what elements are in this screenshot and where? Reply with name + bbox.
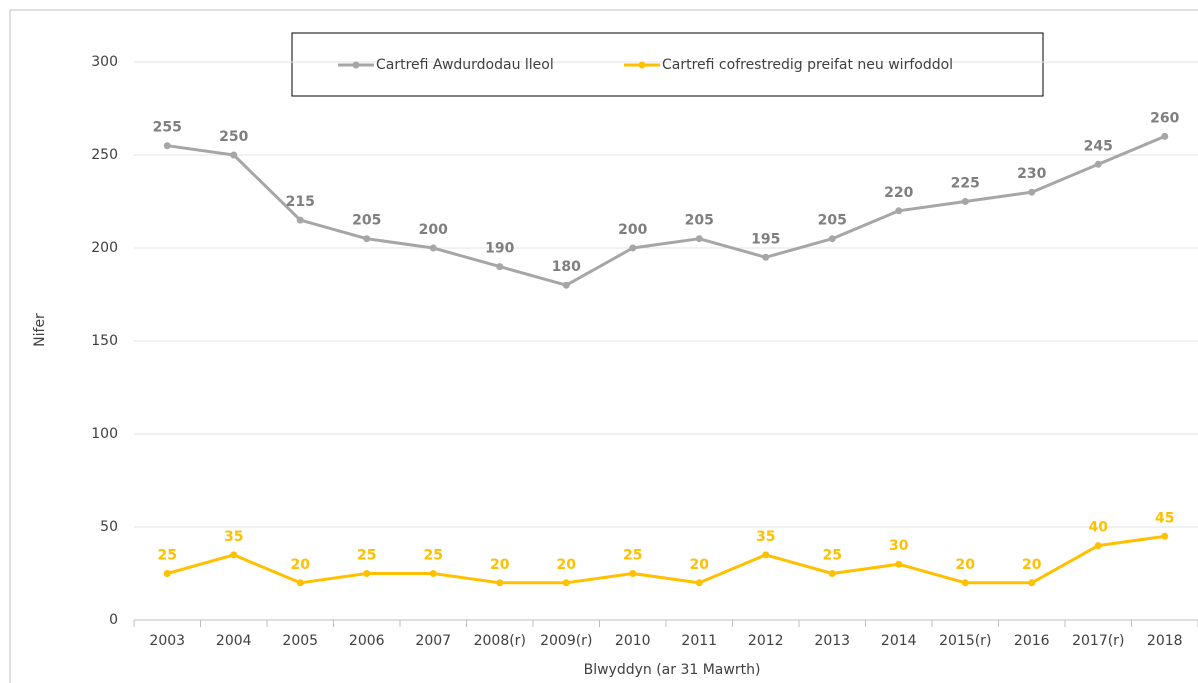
data-label: 195 [751,231,780,247]
data-label: 20 [956,557,976,573]
y-tick-label: 100 [91,426,118,442]
x-tick-label: 2017(r) [1072,633,1124,649]
x-tick-label: 2014 [881,633,917,649]
data-point [1094,542,1102,550]
x-tick-label: 2018 [1147,633,1183,649]
data-label: 215 [286,194,315,210]
data-point [695,579,703,587]
y-tick-label: 150 [91,333,118,349]
data-point [230,551,238,559]
data-label: 40 [1089,520,1109,536]
x-tick-label: 2012 [748,633,784,649]
data-point [828,235,836,243]
data-point [895,207,903,215]
data-point [1028,188,1036,196]
data-point [163,142,171,150]
data-point [961,579,969,587]
data-label: 205 [818,213,847,229]
data-label: 200 [419,222,448,238]
data-label: 35 [224,529,243,545]
data-label: 255 [153,120,182,136]
y-tick-label: 50 [100,519,118,535]
y-tick-label: 200 [91,240,118,256]
data-label: 30 [889,538,909,554]
data-label: 20 [291,557,311,573]
data-point [828,570,836,577]
x-tick-label: 2005 [282,633,318,649]
data-point [1094,160,1102,168]
data-point [363,570,371,577]
x-tick-label: 2003 [149,633,185,649]
data-label: 180 [552,259,581,275]
data-label: 25 [424,548,443,564]
data-point [562,281,570,289]
series-line [167,135,1166,287]
data-point [496,579,504,587]
y-tick-label: 300 [91,54,118,70]
data-point [562,579,570,587]
x-tick-label: 2015(r) [939,633,991,649]
x-tick-label: 2009(r) [540,633,592,649]
data-label: 260 [1150,110,1179,126]
y-axis-label: Nifer [32,313,48,347]
legend-box [291,32,1044,97]
data-label: 45 [1155,510,1174,526]
data-label: 25 [158,548,177,564]
data-point [1028,579,1036,587]
legend-label: Cartrefi Awdurdodau lleol [376,57,554,73]
data-point [762,253,770,261]
x-tick-label: 2016 [1014,633,1050,649]
x-tick-label: 2011 [681,633,717,649]
data-label: 20 [557,557,577,573]
x-tick-label: 2013 [814,633,850,649]
data-label: 190 [485,241,514,257]
data-point [1161,532,1169,540]
data-label: 200 [618,222,647,238]
data-label: 205 [352,213,381,229]
x-tick-label: 2008(r) [474,633,526,649]
y-tick-label: 0 [109,612,118,628]
data-point [629,244,637,252]
data-point [230,151,238,159]
data-point [429,570,437,577]
legend-marker [638,61,646,69]
x-tick-label: 2007 [415,633,451,649]
x-tick-label: 2006 [349,633,385,649]
data-point [429,244,437,252]
data-point [363,235,371,243]
data-label: 25 [623,548,642,564]
data-label: 20 [490,557,510,573]
data-point [163,570,171,577]
data-point [296,579,304,587]
x-tick-label: 2010 [615,633,651,649]
data-label: 25 [357,548,376,564]
x-tick-label: 2004 [216,633,252,649]
data-point [695,235,703,243]
chart-frame [9,9,1198,683]
data-point [895,560,903,568]
legend-marker [352,61,360,69]
data-label: 225 [951,176,980,192]
data-label: 20 [690,557,710,573]
data-label: 205 [685,213,714,229]
data-label: 25 [823,548,842,564]
legend-label: Cartrefi cofrestredig preifat neu wirfod… [662,57,953,73]
data-label: 35 [756,529,775,545]
data-label: 230 [1017,166,1046,182]
y-tick-label: 250 [91,147,118,163]
data-point [961,198,969,205]
data-point [496,263,504,271]
x-axis-label: Blwyddyn (ar 31 Mawrth) [584,662,761,678]
data-point [1161,132,1169,140]
data-label: 250 [219,129,248,145]
data-label: 245 [1084,138,1113,154]
series-line [166,534,1165,585]
data-point [629,570,637,577]
data-point [296,216,304,224]
data-label: 220 [884,185,913,201]
data-label: 20 [1022,557,1042,573]
data-point [762,551,770,559]
